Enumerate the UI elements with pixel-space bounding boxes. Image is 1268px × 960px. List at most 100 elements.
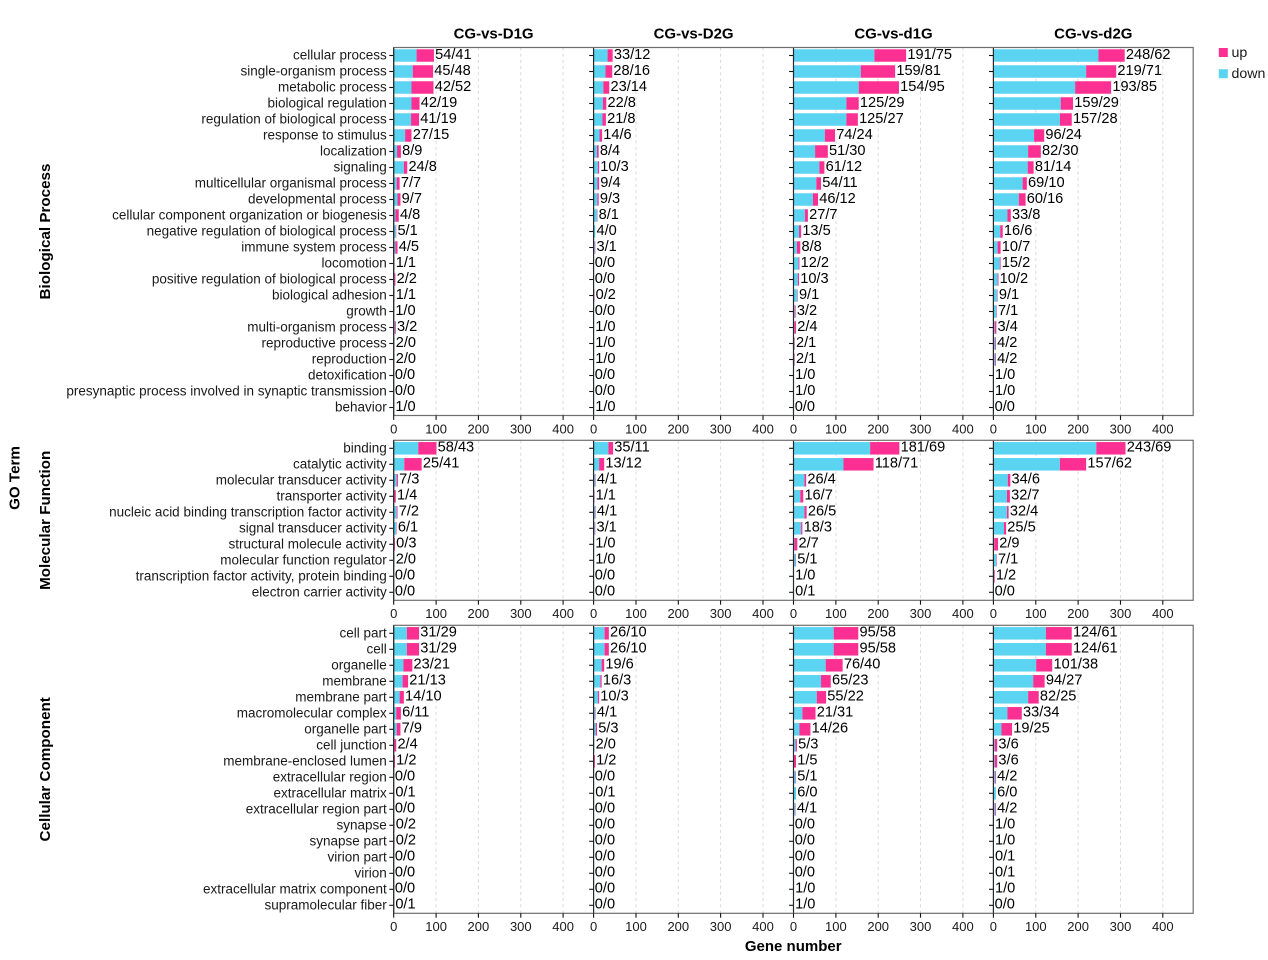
svg-text:0/0: 0/0 [395,367,415,383]
svg-text:81/14: 81/14 [1035,159,1072,175]
svg-text:4/2: 4/2 [997,335,1017,351]
svg-text:4/2: 4/2 [997,351,1017,367]
svg-text:macromolecular complex: macromolecular complex [237,705,387,720]
svg-text:4/5: 4/5 [399,239,419,255]
svg-text:0/0: 0/0 [395,769,415,785]
svg-text:0/0: 0/0 [995,399,1015,415]
svg-text:0: 0 [390,606,397,621]
svg-text:26/4: 26/4 [807,472,835,488]
svg-text:100: 100 [825,919,847,934]
svg-text:2/9: 2/9 [999,536,1019,552]
svg-text:3/4: 3/4 [998,319,1018,335]
svg-text:0/0: 0/0 [595,367,615,383]
svg-text:300: 300 [910,606,932,621]
svg-text:21/8: 21/8 [607,111,635,127]
svg-text:100: 100 [425,606,447,621]
svg-text:124/61: 124/61 [1073,625,1118,641]
svg-text:positive regulation of biologi: positive regulation of biological proces… [152,272,387,287]
svg-text:extracellular matrix component: extracellular matrix component [203,881,387,896]
svg-text:21/13: 21/13 [409,673,446,689]
svg-text:Cellular Component: Cellular Component [37,697,54,841]
svg-text:2/1: 2/1 [796,351,816,367]
svg-text:0: 0 [390,421,397,436]
svg-text:1/0: 1/0 [395,303,415,319]
svg-text:0/0: 0/0 [595,881,615,897]
svg-text:down: down [1232,66,1266,82]
svg-text:0/0: 0/0 [595,303,615,319]
svg-text:14/10: 14/10 [405,689,442,705]
svg-text:42/19: 42/19 [421,95,458,111]
svg-text:26/10: 26/10 [610,641,647,657]
svg-text:1/0: 1/0 [795,367,815,383]
svg-text:2/4: 2/4 [797,319,817,335]
svg-text:159/81: 159/81 [896,63,941,79]
svg-text:400: 400 [952,421,974,436]
svg-text:nucleic acid binding transcrip: nucleic acid binding transcription facto… [109,504,387,519]
svg-text:9/4: 9/4 [600,175,620,191]
svg-text:300: 300 [710,606,732,621]
svg-text:4/0: 4/0 [596,223,616,239]
svg-text:55/22: 55/22 [827,689,864,705]
svg-text:1/0: 1/0 [795,897,815,913]
svg-text:100: 100 [1025,421,1047,436]
svg-text:growth: growth [346,304,387,319]
svg-text:300: 300 [1110,919,1132,934]
svg-text:developmental process: developmental process [248,192,387,207]
svg-text:0/0: 0/0 [995,584,1015,600]
svg-text:Molecular Function: Molecular Function [37,451,54,590]
svg-text:200: 200 [667,606,689,621]
svg-text:multi-organism process: multi-organism process [247,320,387,335]
svg-text:0/1: 0/1 [995,865,1015,881]
svg-text:1/0: 1/0 [995,817,1015,833]
svg-text:82/25: 82/25 [1040,689,1077,705]
svg-text:400: 400 [552,606,574,621]
svg-text:cellular component organizatio: cellular component organization or bioge… [112,208,387,223]
svg-text:0/0: 0/0 [595,801,615,817]
svg-text:1/2: 1/2 [596,753,616,769]
svg-text:124/61: 124/61 [1073,641,1118,657]
svg-text:1/0: 1/0 [395,399,415,415]
svg-text:0/0: 0/0 [795,849,815,865]
svg-text:0/0: 0/0 [595,833,615,849]
svg-text:54/41: 54/41 [435,47,472,63]
svg-text:extracellular matrix: extracellular matrix [274,785,388,800]
svg-text:3/2: 3/2 [797,303,817,319]
svg-text:0/0: 0/0 [595,769,615,785]
svg-text:100: 100 [825,606,847,621]
svg-text:0: 0 [590,919,597,934]
svg-text:200: 200 [468,421,490,436]
svg-text:300: 300 [1110,421,1132,436]
svg-text:regulation of biological proce: regulation of biological process [201,112,387,127]
svg-text:1/1: 1/1 [396,255,416,271]
svg-text:Biological Process: Biological Process [37,164,54,300]
svg-text:300: 300 [510,606,532,621]
svg-text:0/1: 0/1 [595,785,615,801]
svg-text:0/0: 0/0 [395,849,415,865]
svg-text:300: 300 [710,421,732,436]
svg-text:31/29: 31/29 [420,625,457,641]
svg-text:1/0: 1/0 [995,833,1015,849]
svg-text:100: 100 [825,421,847,436]
svg-text:biological regulation: biological regulation [267,96,386,111]
svg-text:200: 200 [667,421,689,436]
svg-text:0/0: 0/0 [395,801,415,817]
svg-text:4/2: 4/2 [997,801,1017,817]
svg-text:400: 400 [752,421,774,436]
svg-text:125/27: 125/27 [859,111,904,127]
svg-text:74/24: 74/24 [836,127,873,143]
svg-text:GO Term: GO Term [7,446,24,510]
svg-text:up: up [1232,45,1248,61]
svg-text:cellular process: cellular process [293,48,387,63]
svg-text:0/0: 0/0 [595,383,615,399]
svg-text:2/1: 2/1 [796,335,816,351]
svg-text:0: 0 [790,421,797,436]
svg-text:65/23: 65/23 [832,673,869,689]
svg-text:cell part: cell part [340,625,388,640]
svg-text:2/0: 2/0 [596,737,616,753]
svg-text:13/5: 13/5 [802,223,830,239]
svg-text:metabolic process: metabolic process [278,80,387,95]
svg-text:9/1: 9/1 [799,287,819,303]
svg-text:0/0: 0/0 [595,271,615,287]
svg-text:22/8: 22/8 [608,95,636,111]
svg-text:8/1: 8/1 [599,207,619,223]
